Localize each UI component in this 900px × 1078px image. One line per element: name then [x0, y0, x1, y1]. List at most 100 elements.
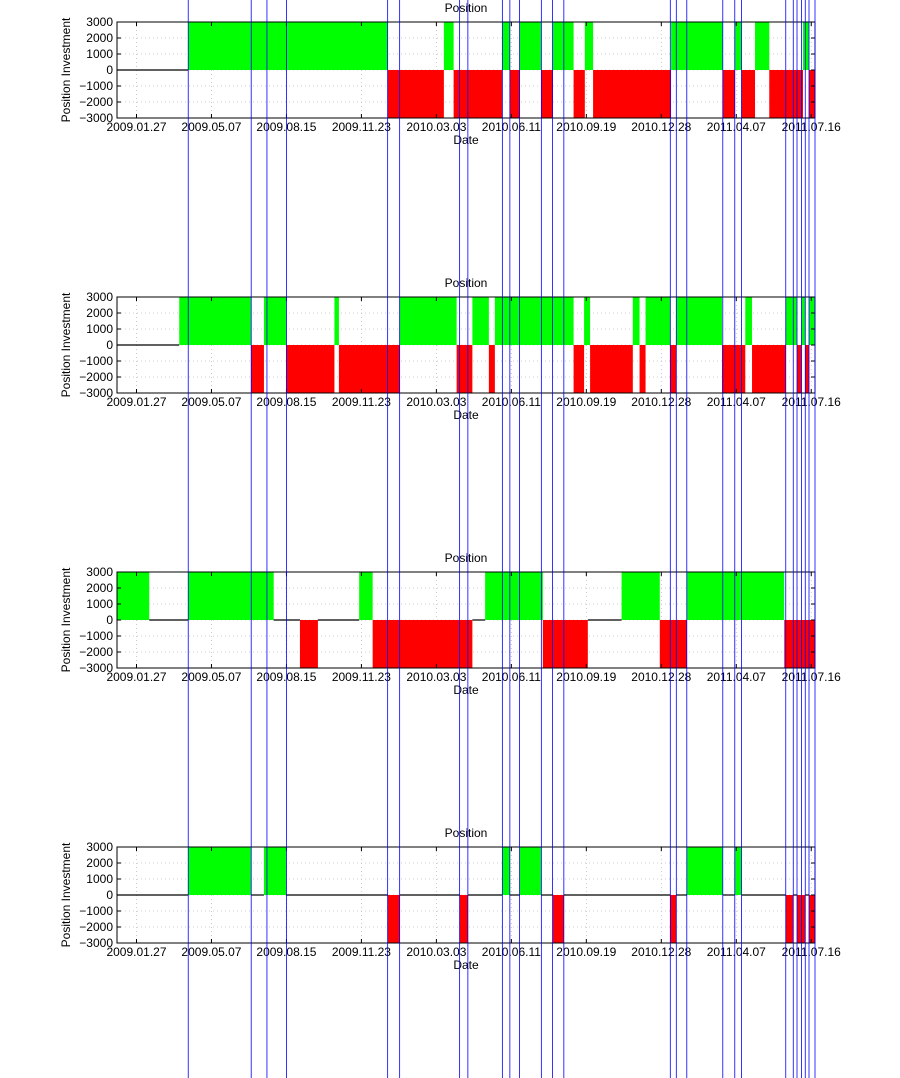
- short-position-bar: [488, 345, 495, 393]
- long-position-bar: [188, 572, 274, 620]
- long-position-bar: [686, 572, 785, 620]
- x-tick-label: 2009.01.27: [106, 120, 166, 134]
- y-axis-label: Position Investment: [59, 842, 73, 947]
- long-position-bar: [263, 847, 287, 895]
- long-position-bar: [809, 297, 815, 345]
- long-position-bar: [801, 297, 806, 345]
- y-tick-label: 3000: [86, 15, 113, 29]
- x-tick-label: 2010.03.03: [406, 945, 466, 959]
- x-tick-label: 2009.01.27: [106, 945, 166, 959]
- short-position-bar: [456, 345, 473, 393]
- short-position-bar: [372, 620, 473, 668]
- y-tick-label: 0: [106, 63, 113, 77]
- x-axis-label: Date: [453, 958, 479, 972]
- y-tick-label: −3000: [79, 936, 113, 950]
- long-position-bar: [755, 22, 770, 70]
- x-tick-label: 2009.05.07: [181, 945, 241, 959]
- x-tick-label: 2010.06.11: [482, 120, 541, 134]
- y-tick-label: 2000: [86, 856, 113, 870]
- x-tick-label: 2011.04.07: [707, 120, 766, 134]
- short-position-bar: [809, 70, 815, 118]
- x-tick-label: 2011.07.16: [782, 120, 841, 134]
- long-position-bar: [519, 847, 542, 895]
- short-position-bar: [670, 345, 677, 393]
- y-tick-label: 0: [106, 338, 113, 352]
- short-position-bar: [459, 895, 468, 943]
- y-tick-label: 1000: [86, 47, 113, 61]
- y-tick-label: −1000: [79, 629, 113, 643]
- x-tick-label: 2010.12.28: [631, 120, 691, 134]
- long-position-bar: [117, 572, 150, 620]
- x-tick-label: 2010.03.03: [406, 120, 466, 134]
- short-position-bar: [784, 620, 815, 668]
- long-position-bar: [334, 297, 339, 345]
- short-position-bar: [785, 895, 794, 943]
- short-position-bar: [453, 70, 503, 118]
- short-position-bar: [573, 345, 585, 393]
- x-tick-label: 2010.12.28: [631, 945, 691, 959]
- long-position-bar: [632, 297, 640, 345]
- short-position-bar: [809, 895, 815, 943]
- short-position-bar: [593, 70, 672, 118]
- short-position-bar: [286, 345, 335, 393]
- x-tick-label: 2011.07.16: [782, 395, 841, 409]
- y-tick-label: 1000: [86, 597, 113, 611]
- short-position-bar: [741, 70, 756, 118]
- short-position-bar: [509, 70, 520, 118]
- long-position-bar: [745, 297, 753, 345]
- x-tick-label: 2010.09.19: [556, 120, 616, 134]
- y-axis-label: Position Investment: [59, 567, 73, 672]
- long-position-bar: [399, 297, 457, 345]
- event-marker-lines: [187, 0, 816, 1078]
- y-tick-label: 2000: [86, 581, 113, 595]
- short-position-bar: [722, 345, 746, 393]
- long-position-bar: [179, 297, 252, 345]
- y-tick-label: −2000: [79, 370, 113, 384]
- short-position-bar: [338, 345, 400, 393]
- y-tick-label: 2000: [86, 31, 113, 45]
- x-tick-label: 2009.11.23: [332, 395, 391, 409]
- short-position-bar: [752, 345, 786, 393]
- long-position-bar: [552, 22, 574, 70]
- x-tick-label: 2011.07.16: [782, 945, 841, 959]
- short-position-bar: [251, 345, 264, 393]
- y-tick-label: −1000: [79, 79, 113, 93]
- y-tick-label: −1000: [79, 354, 113, 368]
- long-position-bar: [472, 297, 489, 345]
- chart-title: Position: [445, 1, 488, 15]
- y-tick-label: −3000: [79, 111, 113, 125]
- chart-title: Position: [445, 551, 488, 565]
- x-tick-label: 2011.07.16: [782, 670, 841, 684]
- long-position-bar: [671, 22, 723, 70]
- y-tick-label: 0: [106, 888, 113, 902]
- x-tick-label: 2010.12.28: [631, 395, 691, 409]
- long-position-bar: [359, 572, 373, 620]
- short-position-bar: [573, 70, 585, 118]
- long-position-bar: [494, 297, 574, 345]
- short-position-bar: [805, 345, 810, 393]
- x-tick-label: 2009.01.27: [106, 670, 166, 684]
- x-tick-label: 2009.05.07: [181, 120, 241, 134]
- y-axis-label: Position Investment: [59, 17, 73, 122]
- long-position-bar: [502, 22, 510, 70]
- y-tick-label: −3000: [79, 661, 113, 675]
- y-tick-label: −1000: [79, 904, 113, 918]
- short-position-bar: [639, 345, 646, 393]
- long-position-bar: [803, 22, 810, 70]
- long-position-bar: [645, 297, 671, 345]
- x-tick-label: 2010.06.11: [482, 670, 541, 684]
- short-position-bar: [659, 620, 687, 668]
- x-axis-label: Date: [453, 133, 479, 147]
- x-tick-label: 2010.09.19: [556, 670, 616, 684]
- x-tick-label: 2009.01.27: [106, 395, 166, 409]
- long-position-bar: [584, 22, 594, 70]
- y-tick-label: −2000: [79, 920, 113, 934]
- x-axis-label: Date: [453, 408, 479, 422]
- long-position-bar: [502, 847, 510, 895]
- long-position-bar: [686, 847, 723, 895]
- y-tick-label: 3000: [86, 565, 113, 579]
